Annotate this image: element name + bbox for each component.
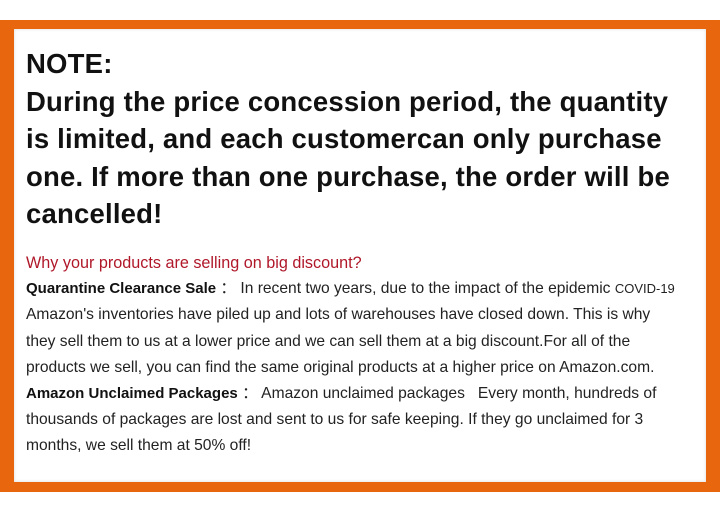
covid-text: COVID-19 [614, 281, 675, 297]
note-line: NOTE: [26, 48, 113, 79]
orange-frame: NOTE: During the price concession period… [0, 20, 720, 492]
quarantine-label: Quarantine Clearance Sale [26, 280, 217, 298]
explanation-body: Why your products are selling on big dis… [26, 250, 675, 460]
body-line: thousands of packages are lost and sent … [26, 411, 644, 429]
discount-question: Why your products are selling on big dis… [26, 254, 362, 272]
body-line: months, we sell them at 50% off! [26, 437, 252, 455]
body-line: they sell them to us at a lower price an… [26, 332, 631, 350]
note-line: one. If more than one purchase, the orde… [26, 160, 670, 192]
note-line: During the price concession period, the … [26, 85, 669, 117]
note-line: is limited, and each customercan only pu… [26, 123, 662, 155]
notice-panel: NOTE: During the price concession period… [14, 29, 706, 482]
note-line: cancelled! [26, 198, 163, 230]
separator: ： [237, 385, 262, 403]
separator: ： [216, 280, 241, 298]
unclaimed-label: Amazon Unclaimed Packages [26, 385, 238, 403]
unclaimed-first-line: Amazon Unclaimed Packages ： Amazon uncla… [26, 381, 675, 407]
unclaimed-text: Amazon unclaimed packages Every month, h… [261, 385, 657, 403]
body-line: products we sell, you can find the same … [26, 358, 655, 376]
note-heading: NOTE: During the price concession period… [26, 45, 670, 233]
quarantine-first-line: Quarantine Clearance Sale ： In recent tw… [26, 276, 675, 302]
body-line: Amazon's inventories have piled up and l… [26, 306, 651, 324]
quarantine-text: In recent two years, due to the impact o… [240, 280, 615, 298]
